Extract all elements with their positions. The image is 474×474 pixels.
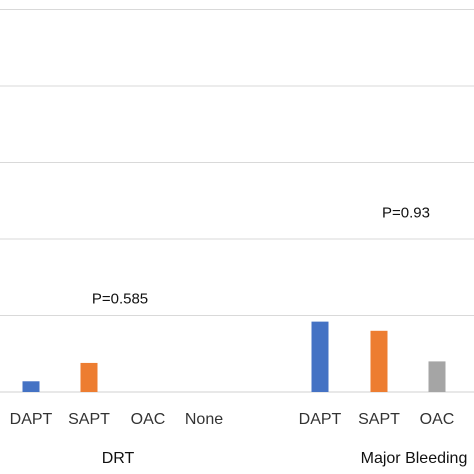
tick-label: DAPT bbox=[299, 411, 342, 428]
bar-major-bleeding-sapt bbox=[370, 330, 388, 392]
gridlines bbox=[0, 9, 474, 316]
tick-label: DAPT bbox=[10, 411, 53, 428]
tick-label: SAPT bbox=[358, 411, 400, 428]
bars bbox=[22, 321, 446, 392]
bar-drt-sapt bbox=[80, 362, 98, 392]
group-label: Major Bleeding bbox=[361, 450, 468, 467]
tick-label: SAPT bbox=[68, 411, 110, 428]
bar-drt-dapt bbox=[22, 381, 40, 392]
p-value-label: P=0.93 bbox=[382, 205, 430, 222]
tick-label: OAC bbox=[131, 411, 166, 428]
labels: DAPT SAPT OAC None DRT P=0.585 DAPT SAPT OAC Majo… bbox=[10, 205, 468, 467]
bar-major-bleeding-oac bbox=[428, 361, 446, 392]
tick-label: OAC bbox=[420, 411, 455, 428]
p-value-label: P=0.585 bbox=[92, 290, 148, 307]
tick-label: None bbox=[185, 411, 223, 428]
group-label: DRT bbox=[102, 450, 135, 467]
bar-major-bleeding-dapt bbox=[311, 321, 329, 392]
